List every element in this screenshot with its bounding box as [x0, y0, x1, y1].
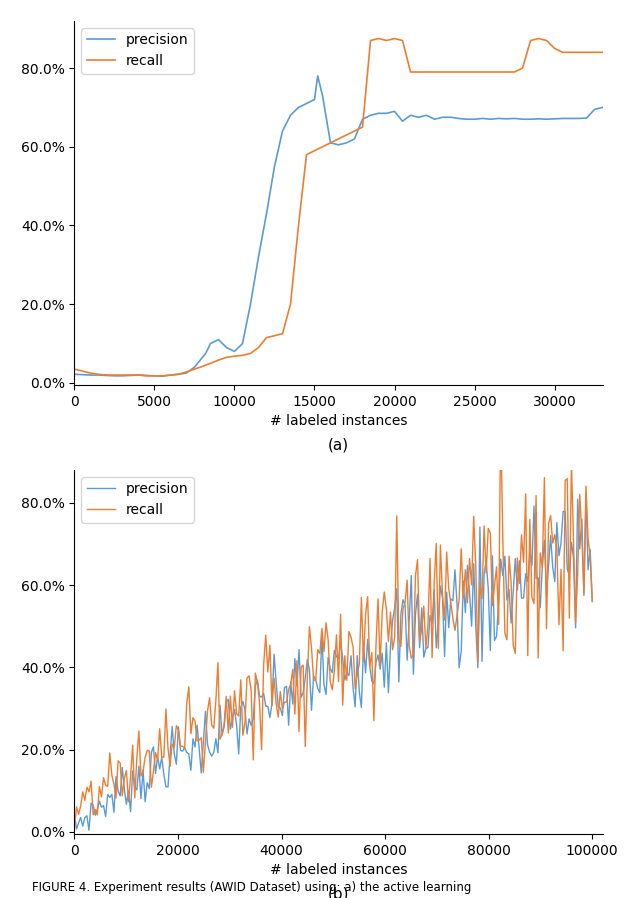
precision [588, 596, 596, 607]
recall [285, 684, 292, 695]
precision [383, 108, 390, 119]
recall [294, 220, 302, 231]
recall [70, 364, 78, 374]
precision [314, 71, 321, 82]
recall [588, 595, 596, 606]
recall [599, 47, 607, 57]
Line: precision: precision [74, 76, 603, 376]
recall [156, 723, 164, 734]
recall [278, 703, 286, 714]
precision [287, 676, 294, 687]
recall [111, 370, 118, 381]
precision [166, 370, 174, 381]
precision [70, 808, 78, 819]
recall [319, 141, 326, 152]
Text: FIGURE 4. Experiment results (AWID Dataset) using: a) the active learning: FIGURE 4. Experiment results (AWID Datas… [32, 881, 472, 894]
precision [591, 104, 598, 115]
precision [430, 585, 438, 595]
precision [158, 752, 166, 762]
recall [370, 716, 378, 726]
recall [143, 371, 150, 382]
recall [486, 66, 494, 77]
X-axis label: # labeled instances: # labeled instances [269, 414, 407, 428]
precision [599, 102, 607, 113]
Legend: precision, recall: precision, recall [81, 477, 194, 523]
Line: recall: recall [74, 39, 603, 376]
recall [570, 537, 577, 548]
precision [486, 114, 494, 125]
precision [280, 682, 288, 693]
precision [582, 489, 590, 499]
precision [372, 657, 380, 668]
Text: (b): (b) [328, 886, 349, 898]
Text: (a): (a) [328, 437, 349, 453]
Line: recall: recall [74, 420, 592, 828]
recall [374, 33, 382, 44]
Line: precision: precision [74, 494, 592, 830]
precision [85, 824, 93, 835]
precision [570, 552, 577, 563]
recall [428, 652, 436, 663]
recall [497, 415, 504, 426]
precision [159, 371, 166, 382]
precision [70, 369, 78, 380]
precision [182, 367, 190, 378]
recall [134, 370, 142, 381]
Legend: precision, recall: precision, recall [81, 28, 194, 74]
recall [567, 47, 575, 57]
precision [111, 371, 118, 382]
X-axis label: # labeled instances: # labeled instances [269, 863, 407, 877]
recall [70, 823, 78, 833]
